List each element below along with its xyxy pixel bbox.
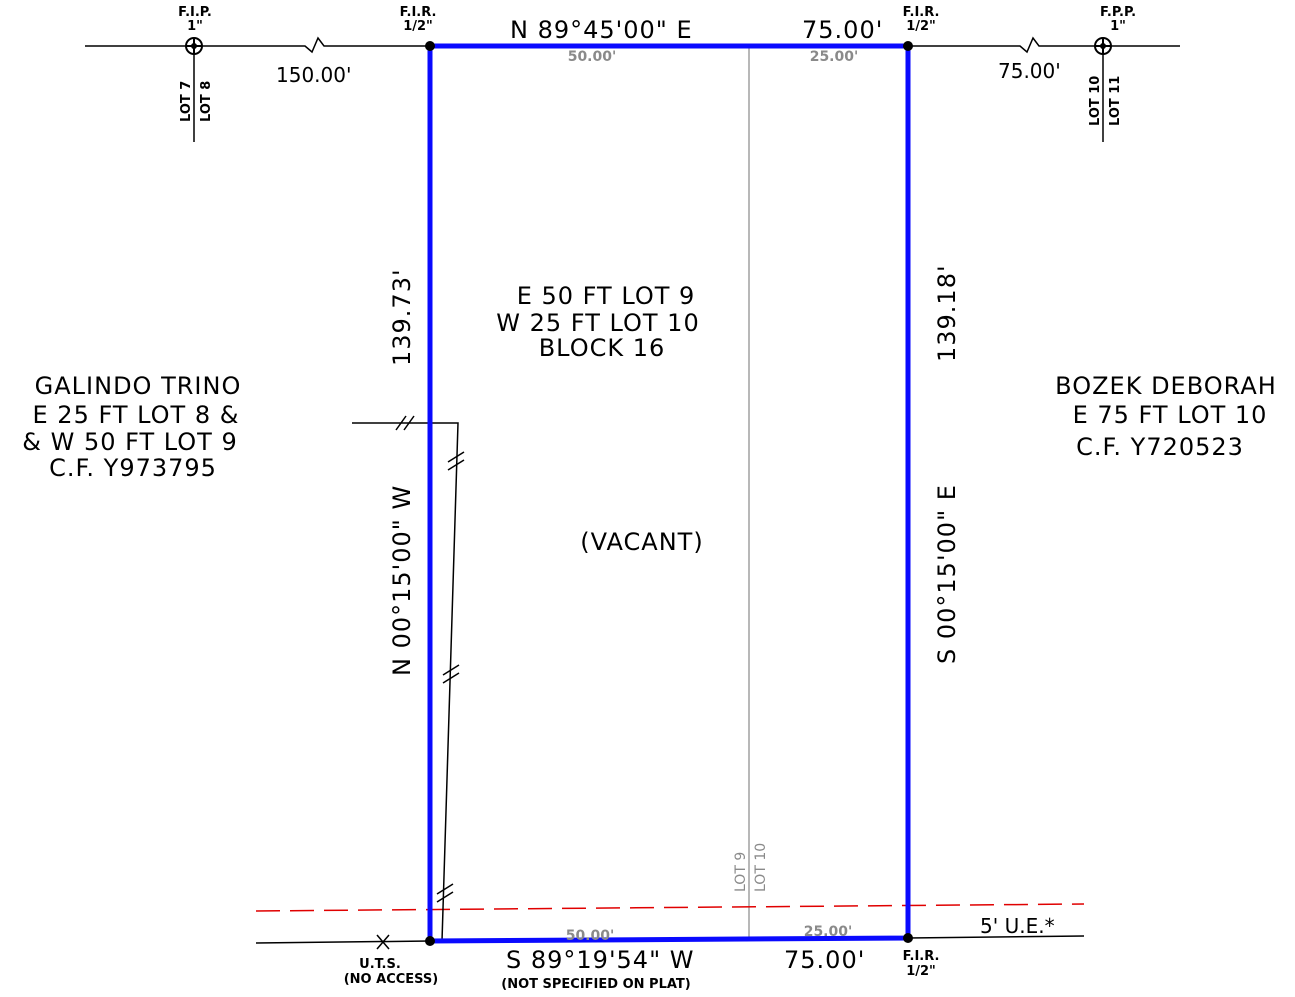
bottom-bearing: S 89°19'54" W: [506, 946, 694, 974]
south-line-west: [255, 940, 431, 944]
bottom-sub-west: 50.00': [566, 928, 615, 944]
ne-corner-label-1: F.I.R.: [903, 5, 940, 20]
bottom-distance: 75.00': [784, 946, 865, 974]
fence-hatch-3a: [442, 664, 460, 676]
bottom-note: (NOT SPECIFIED ON PLAT): [501, 977, 690, 992]
lot11-label: LOT 11: [1108, 76, 1123, 126]
parcel-line-1: E 50 FT LOT 9: [517, 282, 696, 310]
top-bearing: N 89°45'00" E: [510, 16, 693, 44]
parcel-boundary: [427, 43, 911, 944]
parcel-line-3: BLOCK 16: [539, 334, 666, 362]
nw-corner-marker: [425, 41, 435, 51]
parcel-line-2: W 25 FT LOT 10: [496, 309, 699, 337]
lot8-label: LOT 8: [199, 81, 214, 122]
far-west-label-2: 1": [187, 19, 203, 34]
east-offset: 75.00': [998, 59, 1061, 83]
bottom-sub-east: 25.00': [804, 924, 853, 940]
ne-corner-label-2: 1/2": [906, 19, 936, 34]
fence-hatch-4b: [436, 891, 454, 903]
utility-easement-line: [255, 903, 1085, 912]
west-owner-line-4: C.F. Y973795: [49, 454, 217, 482]
fence-hatch-3b: [442, 672, 460, 684]
parcel-status: (VACANT): [580, 528, 703, 556]
fence-hatch-4a: [436, 883, 454, 895]
east-owner-line-3: C.F. Y720523: [1076, 433, 1244, 461]
fence-hatch-2b: [447, 459, 465, 471]
far-east-pipe-icon: [1094, 37, 1112, 55]
north-line-west: [85, 36, 430, 54]
east-length: 139.18': [933, 264, 961, 362]
west-owner-name: GALINDO TRINO: [35, 372, 242, 400]
north-line-east: [908, 36, 1180, 54]
west-owner-line-3: & W 50 FT LOT 9: [22, 428, 238, 456]
top-distance: 75.00': [802, 16, 883, 44]
top-sub-east: 25.00': [810, 49, 859, 65]
fence-hatch-1a: [395, 415, 407, 431]
east-owner-line-2: E 75 FT LOT 10: [1073, 401, 1268, 429]
far-west-label-1: F.I.P.: [178, 5, 212, 20]
uts-note: (NO ACCESS): [344, 972, 439, 987]
easement-label: 5' U.E.*: [980, 914, 1055, 938]
lot10-bottom-label: LOT 10: [753, 843, 769, 892]
south-line-east: [907, 935, 1085, 939]
top-sub-west: 50.00': [568, 49, 617, 65]
nw-corner-label-2: 1/2": [403, 19, 433, 34]
west-offset: 150.00': [276, 63, 351, 87]
fence-line: [352, 422, 459, 942]
east-bearing: S 00°15'00" E: [933, 484, 961, 664]
lot10-top-label: LOT 10: [1088, 76, 1103, 126]
sw-corner-marker: [425, 936, 435, 946]
nw-corner-label-1: F.I.R.: [400, 5, 437, 20]
far-west-pipe-icon: [185, 37, 203, 55]
lot9-bottom-label: LOT 9: [733, 852, 749, 892]
east-owner-name: BOZEK DEBORAH: [1055, 372, 1277, 400]
west-length: 139.73': [388, 268, 416, 366]
uts-label: U.T.S.: [359, 957, 401, 972]
far-east-label-1: F.P.P.: [1100, 5, 1136, 20]
se-corner-label-2: 1/2": [906, 964, 936, 979]
lot7-label: LOT 7: [179, 81, 194, 122]
uts-x-icon: [376, 934, 390, 950]
far-east-label-2: 1": [1110, 19, 1126, 34]
west-bearing: N 00°15'00" W: [388, 485, 416, 676]
fence-hatch-2a: [447, 451, 465, 463]
fence-hatch-1b: [403, 415, 415, 431]
west-owner-line-2: E 25 FT LOT 8 &: [33, 401, 240, 429]
se-corner-marker: [903, 933, 913, 943]
ne-corner-marker: [903, 41, 913, 51]
se-corner-label-1: F.I.R.: [903, 949, 940, 964]
